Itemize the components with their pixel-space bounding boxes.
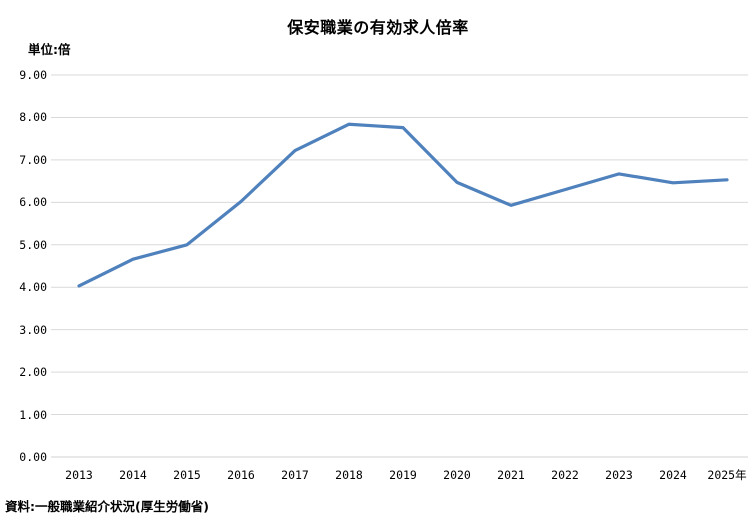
y-tick-label: 9.00 (19, 68, 47, 82)
x-tick-label: 2019 (389, 468, 417, 482)
y-tick-label: 2.00 (19, 365, 47, 380)
x-tick-label: 2017 (281, 468, 309, 482)
chart-title: 保安職業の有効求人倍率 (287, 18, 469, 37)
y-tick-label: 7.00 (19, 152, 47, 167)
series-lines-group (77, 122, 729, 288)
gridlines-group (51, 74, 748, 458)
y-tick-label: 6.00 (19, 195, 47, 210)
x-tick-label: 2013 (65, 468, 93, 482)
x-tick-label: 2021 (497, 468, 525, 482)
y-tick-label: 3.00 (19, 322, 47, 337)
y-tick-label: 1.00 (19, 407, 47, 422)
unit-label: 単位:倍 (28, 42, 71, 57)
x-tick-label: 2016 (227, 468, 255, 482)
x-tick-label: 2025年 (707, 468, 747, 482)
x-tick-label: 2022 (551, 468, 579, 482)
x-tick-label: 2023 (605, 468, 633, 482)
x-tick-label: 2020 (443, 468, 471, 482)
x-tick-label: 2014 (119, 468, 147, 482)
x-tick-label: 2015 (173, 468, 201, 482)
x-tick-label: 2018 (335, 468, 363, 482)
trend-line (77, 122, 729, 288)
y-tick-label: 4.00 (19, 280, 47, 295)
y-tick-label: 0.00 (19, 450, 47, 464)
x-tick-label: 2024 (659, 468, 687, 482)
y-tick-label: 5.00 (19, 237, 47, 252)
y-tick-label: 8.00 (19, 110, 47, 125)
source-note: 資料:一般職業紹介状況(厚生労働省) (5, 499, 209, 514)
